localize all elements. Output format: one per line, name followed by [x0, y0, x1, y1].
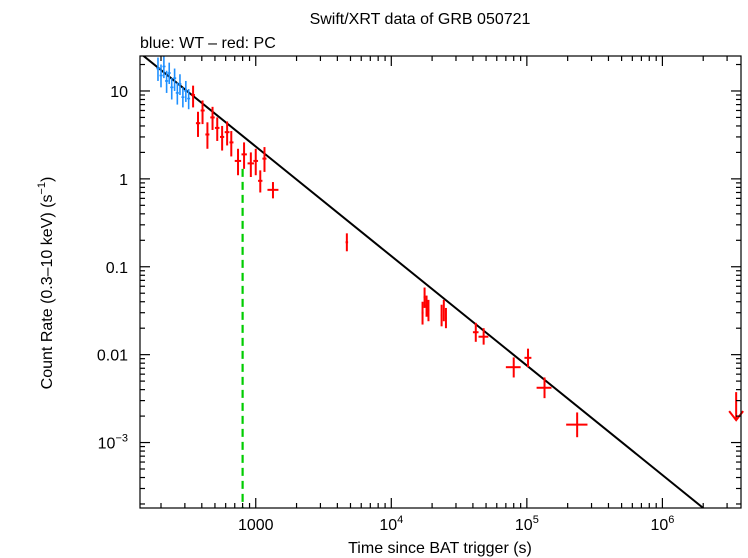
x-tick-label: 104 [379, 514, 403, 534]
x-tick-label-base: 10 [515, 517, 533, 534]
x-tick-label-base: 10 [379, 517, 397, 534]
pc-data-point [253, 148, 259, 176]
chart-subtitle: blue: WT – red: PC [140, 35, 276, 52]
pc-data-point [421, 301, 424, 325]
pc-data-point [472, 322, 479, 342]
x-tick-label: 106 [650, 514, 674, 534]
x-tick-label-exponent: 4 [397, 514, 403, 526]
x-tick-label: 105 [515, 514, 539, 534]
pc-data-point [229, 131, 234, 157]
wt-data-point [181, 87, 185, 108]
plot-content [142, 56, 704, 508]
pc-data-point [200, 100, 205, 125]
pc-data-point [262, 147, 267, 172]
y-tick-label-base: 10 [98, 436, 116, 453]
pc-data-point [267, 182, 279, 199]
y-axis-label-main: Count Rate (0.3–10 keV) (s [39, 195, 56, 390]
y-tick-label-exponent: −3 [115, 433, 128, 445]
pc-data-point [224, 121, 230, 146]
wt-data-point [156, 57, 160, 81]
plot-frame [139, 55, 742, 509]
model-fit-line [142, 56, 704, 508]
y-tick-label: 10 [110, 84, 128, 101]
y-axis-label: Count Rate (0.3–10 keV) (s−1) [36, 177, 56, 390]
y-tick-label: 1 [119, 172, 128, 189]
pc-data-point [205, 122, 210, 149]
pc-data-point [536, 377, 552, 399]
x-axis-label: Time since BAT trigger (s) [348, 540, 532, 557]
wt-data-point [164, 70, 169, 93]
pc-data-point [195, 111, 201, 137]
pc-data-point [345, 233, 349, 252]
pc-data-point [425, 295, 428, 317]
wt-data-point [187, 89, 191, 110]
wt-data-point [167, 62, 171, 85]
pc-data-point [247, 152, 254, 178]
y-tick-label: 10−3 [98, 433, 128, 453]
wt-data-point [184, 80, 188, 102]
x-tick-label-exponent: 5 [533, 514, 539, 526]
pc-data-point [234, 148, 242, 176]
pc-data-point [444, 307, 447, 329]
pc-data-point [442, 299, 445, 322]
chart-title: Swift/XRT data of GRB 050721 [310, 11, 531, 28]
pc-data-point [505, 357, 521, 378]
pc-data-point [427, 299, 430, 322]
y-axis-label-exponent: −1 [36, 182, 48, 195]
pc-data-point [191, 85, 195, 108]
wt-data-point [159, 64, 163, 88]
wt-data-point [170, 78, 174, 100]
pc-data-point [258, 170, 263, 193]
x-tick-label-base: 10 [650, 517, 668, 534]
plot-area [142, 56, 744, 508]
wt-data-point [178, 74, 182, 95]
pc-data-point [524, 348, 532, 368]
x-tick-label-exponent: 6 [668, 514, 674, 526]
wt-data-point [175, 82, 179, 105]
pc-data-point [440, 304, 443, 327]
wt-data-point [173, 68, 177, 91]
pc-data-point [220, 125, 225, 151]
pc-data-point [210, 106, 215, 130]
wt-data-point [162, 56, 166, 79]
y-tick-label: 0.01 [97, 348, 128, 365]
pc-data-point [241, 142, 247, 169]
pc-data-point [214, 117, 220, 141]
pc-data-point [566, 412, 588, 438]
y-axis-label-close: ) [39, 177, 56, 182]
x-tick-label: 1000 [238, 517, 274, 534]
pc-data-point [423, 287, 426, 308]
y-tick-label: 0.1 [106, 260, 128, 277]
pc-data-point [478, 328, 489, 345]
